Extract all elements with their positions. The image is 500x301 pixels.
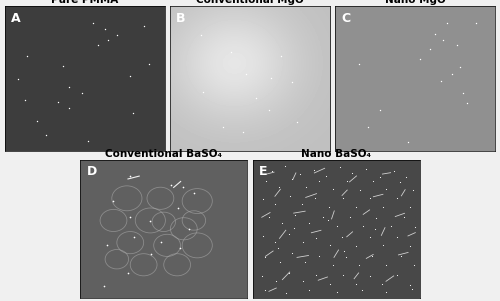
Title: Conventional BaSO₄: Conventional BaSO₄ [105, 149, 222, 159]
Title: Conventional MgO: Conventional MgO [196, 0, 304, 5]
Text: E: E [259, 165, 268, 178]
Text: B: B [176, 12, 186, 25]
Text: C: C [342, 12, 350, 25]
Text: A: A [12, 12, 21, 25]
Title: Nano BaSO₄: Nano BaSO₄ [302, 149, 372, 159]
Text: D: D [86, 165, 97, 178]
Title: Pure PMMA: Pure PMMA [52, 0, 118, 5]
Title: Nano MgO: Nano MgO [384, 0, 446, 5]
